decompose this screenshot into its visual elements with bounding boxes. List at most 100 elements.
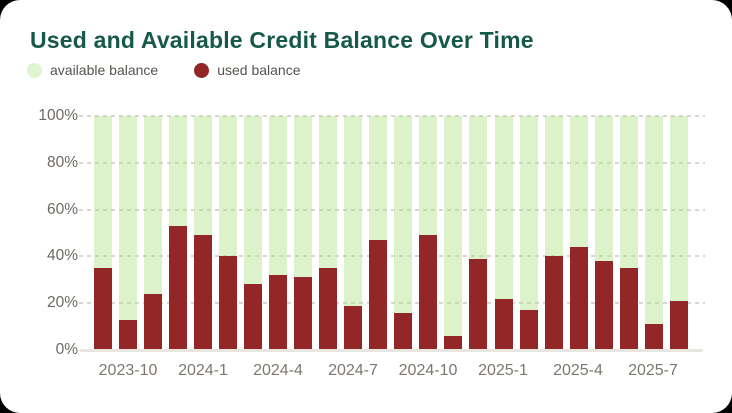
bar-column-2024-6[interactable] bbox=[319, 116, 338, 350]
used-balance-segment bbox=[619, 268, 638, 350]
x-axis-labels: 2023-10 2024-1 2024-4 2024-7 2024-10 2025-1 20… bbox=[94, 362, 687, 382]
bar-column-2025-4[interactable] bbox=[569, 116, 588, 350]
x-slot: 2024-7 bbox=[328, 362, 378, 382]
available-balance-segment bbox=[319, 116, 338, 269]
available-balance-segment bbox=[369, 116, 388, 241]
available-balance-segment bbox=[669, 116, 688, 301]
x-tick-label: 2024-7 bbox=[328, 362, 378, 379]
available-balance-segment bbox=[519, 116, 538, 311]
x-slot bbox=[519, 362, 537, 382]
bars bbox=[94, 116, 688, 350]
x-slot: 2023-10 bbox=[99, 362, 158, 382]
x-tick-label: 2025-1 bbox=[478, 362, 528, 379]
legend-item-available[interactable]: available balance bbox=[27, 62, 158, 78]
x-tick-label: 2024-1 bbox=[178, 362, 228, 379]
bar-column-2025-2[interactable] bbox=[519, 116, 538, 350]
legend-label-available: available balance bbox=[50, 62, 159, 78]
available-balance-segment bbox=[569, 116, 588, 248]
available-balance-segment bbox=[619, 116, 638, 269]
available-balance-segment bbox=[94, 116, 112, 269]
x-slot bbox=[669, 362, 687, 382]
bar-column-2025-6[interactable] bbox=[619, 116, 638, 350]
x-tick-label: 2023-10 bbox=[98, 362, 158, 379]
bar-column-2024-4[interactable] bbox=[269, 116, 288, 350]
bar-column-2024-8[interactable] bbox=[369, 116, 388, 350]
available-balance-segment bbox=[544, 116, 563, 257]
x-slot bbox=[444, 362, 462, 382]
legend-item-used[interactable]: used balance bbox=[194, 62, 301, 78]
used-balance-segment bbox=[294, 277, 313, 350]
bar-column-2023-9[interactable] bbox=[94, 116, 112, 350]
used-balance-segment bbox=[444, 335, 463, 350]
y-tick-label: 40% bbox=[46, 247, 78, 265]
available-balance-swatch-icon bbox=[27, 62, 42, 78]
bar-column-2024-10[interactable] bbox=[419, 116, 438, 350]
bar-column-2024-12[interactable] bbox=[469, 116, 488, 350]
bar-column-2024-7[interactable] bbox=[344, 116, 363, 350]
used-balance-segment bbox=[644, 324, 663, 350]
available-balance-segment bbox=[444, 116, 463, 336]
gridline bbox=[79, 208, 705, 211]
used-balance-segment bbox=[594, 261, 613, 350]
bar-column-2024-2[interactable] bbox=[219, 116, 238, 350]
bar-column-2023-10[interactable] bbox=[119, 116, 138, 350]
y-tick-label: 60% bbox=[46, 200, 78, 218]
legend: available balance used balance bbox=[27, 62, 301, 78]
available-balance-segment bbox=[469, 116, 488, 259]
used-balance-segment bbox=[244, 284, 263, 350]
available-balance-segment bbox=[294, 116, 313, 278]
available-balance-segment bbox=[594, 116, 613, 262]
gridline bbox=[79, 302, 705, 305]
available-balance-segment bbox=[144, 116, 163, 294]
available-balance-segment bbox=[194, 116, 213, 236]
x-slot bbox=[219, 362, 237, 382]
y-tick-label: 0% bbox=[55, 341, 78, 358]
chart-title: Used and Available Credit Balance Over T… bbox=[30, 27, 534, 53]
x-axis-line bbox=[79, 349, 703, 352]
y-axis-labels: 100% 80% 60% 40% 20% 0% bbox=[8, 107, 78, 358]
used-balance-segment bbox=[169, 225, 188, 350]
x-slot: 2025-7 bbox=[628, 362, 678, 382]
bar-column-2024-5[interactable] bbox=[294, 116, 313, 350]
available-balance-segment bbox=[269, 116, 288, 276]
x-slot bbox=[294, 362, 312, 382]
bar-column-2024-1[interactable] bbox=[194, 116, 213, 350]
x-slot bbox=[144, 362, 162, 382]
bar-column-2024-3[interactable] bbox=[244, 116, 263, 350]
used-balance-swatch-icon bbox=[194, 62, 210, 78]
x-slot bbox=[594, 362, 612, 382]
available-balance-segment bbox=[119, 116, 138, 320]
used-balance-segment bbox=[119, 319, 138, 350]
legend-label-used: used balance bbox=[217, 62, 301, 78]
y-tick-label: 20% bbox=[46, 294, 78, 312]
available-balance-segment bbox=[394, 116, 413, 313]
bar-column-2025-8[interactable] bbox=[669, 116, 688, 350]
bar-column-2024-9[interactable] bbox=[394, 116, 413, 350]
x-tick-label: 2025-7 bbox=[628, 362, 678, 379]
available-balance-segment bbox=[644, 116, 663, 325]
bar-column-2023-11[interactable] bbox=[144, 116, 163, 350]
x-slot: 2025-4 bbox=[553, 362, 603, 382]
used-balance-segment bbox=[369, 240, 388, 350]
y-tick-label: 80% bbox=[46, 153, 78, 171]
used-balance-segment bbox=[519, 310, 538, 350]
available-balance-segment bbox=[169, 116, 188, 226]
used-balance-segment bbox=[269, 275, 288, 350]
x-slot: 2024-10 bbox=[399, 362, 458, 382]
bar-column-2024-11[interactable] bbox=[444, 116, 463, 350]
bar-column-2025-5[interactable] bbox=[594, 116, 613, 350]
available-balance-segment bbox=[419, 116, 438, 236]
x-tick-label: 2024-4 bbox=[253, 362, 303, 379]
bar-column-2025-1[interactable] bbox=[494, 116, 513, 350]
bar-column-2025-7[interactable] bbox=[644, 116, 663, 350]
used-balance-segment bbox=[194, 235, 213, 350]
used-balance-segment bbox=[219, 256, 238, 350]
x-tick-label: 2024-10 bbox=[398, 362, 458, 379]
available-balance-segment bbox=[244, 116, 263, 285]
bar-column-2025-3[interactable] bbox=[544, 116, 563, 350]
bar-column-2023-12[interactable] bbox=[169, 116, 188, 350]
used-balance-segment bbox=[144, 293, 163, 350]
x-slot bbox=[369, 362, 387, 382]
used-balance-segment bbox=[94, 268, 112, 350]
